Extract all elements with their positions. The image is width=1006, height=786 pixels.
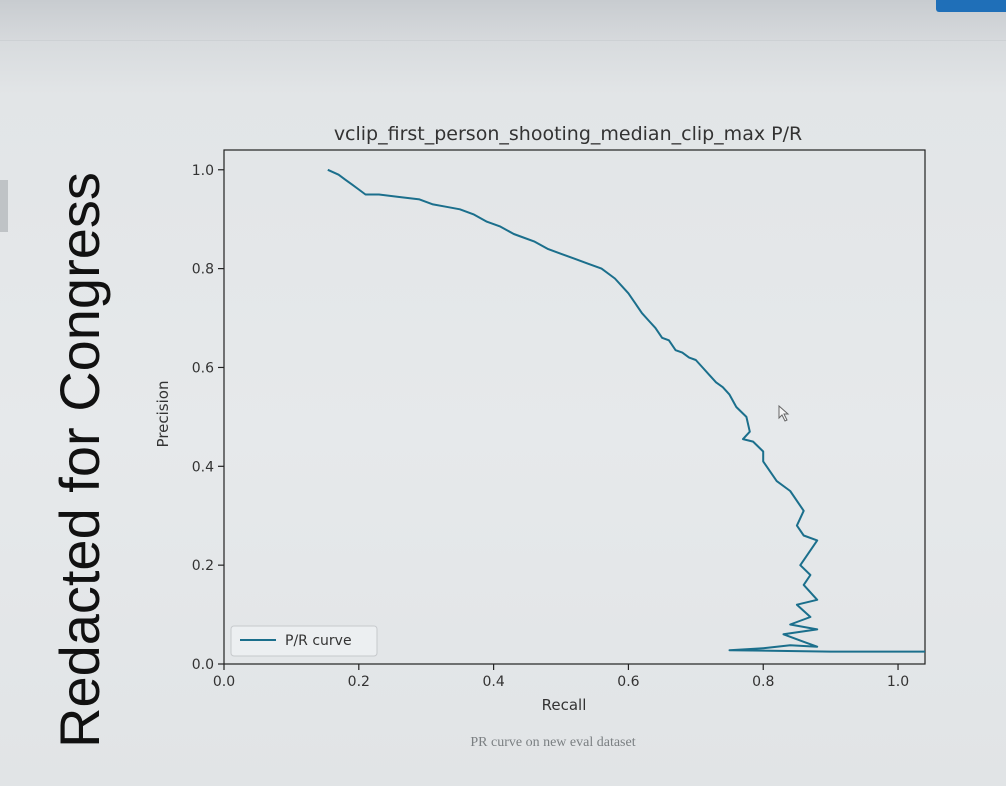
redaction-label: Redacted for Congress — [48, 172, 111, 748]
x-tick-label: 0.4 — [482, 674, 504, 690]
pr-curve-line — [327, 168, 925, 653]
y-tick-label: 1.0 — [192, 163, 214, 179]
legend: P/R curve — [230, 625, 378, 657]
x-axis: 0.0 0.2 0.4 0.6 0.8 1.0 — [213, 664, 909, 690]
legend-label: P/R curve — [285, 633, 352, 649]
y-tick-label: 0.0 — [192, 657, 214, 673]
y-tick-label: 0.4 — [192, 459, 214, 475]
y-tick-label: 0.2 — [192, 558, 214, 574]
mouse-pointer-icon — [778, 404, 790, 422]
figure-caption: PR curve on new eval dataset — [470, 735, 636, 750]
y-axis: 0.0 0.2 0.4 0.6 0.8 1.0 — [192, 163, 224, 673]
x-tick-label: 0.0 — [213, 674, 235, 690]
x-tick-label: 1.0 — [887, 674, 909, 690]
y-tick-label: 0.8 — [192, 262, 214, 278]
left-edge-tab — [0, 180, 8, 232]
x-tick-label: 0.8 — [752, 674, 774, 690]
x-axis-label: Recall — [542, 696, 587, 714]
chart-title: vclip_first_person_shooting_median_clip_… — [334, 123, 802, 145]
x-tick-label: 0.2 — [348, 674, 370, 690]
y-tick-label: 0.6 — [192, 360, 214, 376]
y-axis-label: Precision — [154, 381, 172, 448]
corner-button[interactable] — [936, 0, 1006, 12]
legend-box — [230, 625, 378, 657]
plot-frame — [223, 149, 926, 665]
x-tick-label: 0.6 — [617, 674, 639, 690]
browser-top-band — [0, 0, 1006, 41]
